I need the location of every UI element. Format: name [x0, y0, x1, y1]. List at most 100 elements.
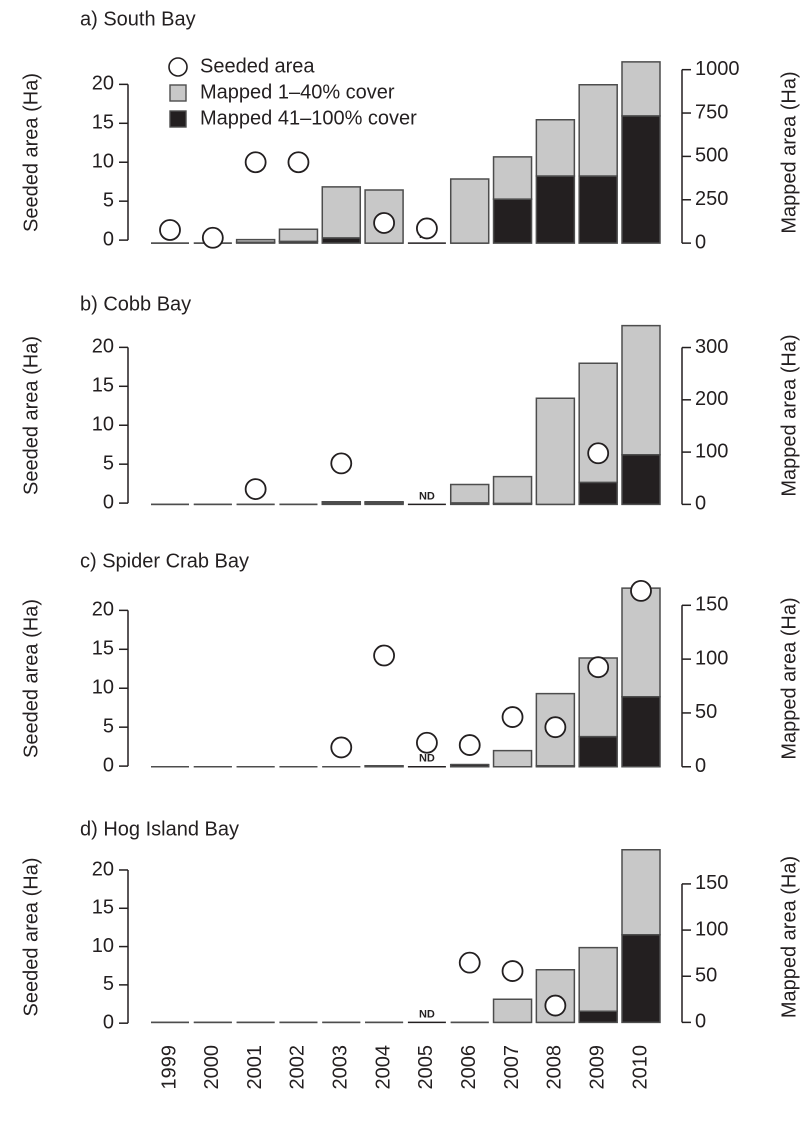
panel-title: a) South Bay [80, 8, 196, 30]
x-tick-label: 1999 [158, 1045, 180, 1090]
y2-tick-label: 500 [695, 145, 728, 167]
legend-label: Mapped 41–100% cover [200, 107, 417, 129]
bar [578, 175, 618, 244]
y2-tick-label: 50 [695, 701, 717, 723]
annotation: ND [419, 753, 435, 765]
bar [621, 933, 661, 1024]
bar [449, 178, 490, 244]
x-tick-label: 2004 [372, 1045, 394, 1090]
y2-axis-label: Mapped area (Ha) [778, 856, 800, 1018]
legend-label: Mapped 1–40% cover [200, 81, 395, 103]
y-tick-label: 0 [103, 1011, 114, 1033]
seeded-point [544, 716, 567, 739]
panel-title: d) Hog Island Bay [80, 818, 239, 840]
y-axis-label: Seeded area (Ha) [20, 336, 42, 495]
y2-tick-label: 0 [695, 1011, 706, 1033]
y-tick-label: 10 [92, 151, 114, 173]
bar [321, 186, 362, 239]
x-tick-label: 2007 [501, 1045, 523, 1090]
seeded-point [287, 151, 310, 174]
bar [364, 501, 404, 504]
seeded-point [373, 212, 395, 234]
seeded-point [416, 731, 438, 754]
x-tick-label: 2002 [287, 1045, 309, 1090]
seeded-point [458, 951, 481, 974]
legend-marker [169, 110, 187, 128]
y-tick-label: 15 [92, 638, 114, 660]
y-tick-label: 20 [92, 599, 114, 621]
seeded-point [244, 151, 267, 174]
y-axis-label: Seeded area (Ha) [20, 599, 42, 758]
x-tick-label: 2005 [415, 1045, 437, 1090]
bar [578, 481, 618, 506]
annotation: ND [419, 490, 435, 502]
seeded-point [159, 219, 181, 241]
bar [578, 362, 618, 484]
y2-tick-label: 0 [695, 231, 706, 253]
y2-axis-label: Mapped area (Ha) [778, 71, 800, 233]
bar [621, 324, 661, 456]
seeded-point [630, 579, 652, 602]
bar [492, 198, 533, 244]
bar [578, 735, 618, 768]
y-axis-label: Seeded area (Ha) [20, 858, 42, 1017]
x-tick-label: 2003 [330, 1045, 352, 1090]
seeded-point [587, 442, 610, 465]
seeded-point [501, 960, 524, 982]
y2-tick-label: 200 [695, 388, 728, 410]
x-tick-label: 2008 [544, 1045, 566, 1090]
y2-tick-label: 250 [695, 188, 728, 210]
x-tick-label: 2010 [629, 1045, 651, 1090]
y2-tick-label: 0 [695, 755, 706, 777]
y2-tick-label: 1000 [695, 58, 740, 80]
bar [578, 84, 618, 177]
bar [278, 228, 319, 243]
bar [621, 115, 661, 244]
legend-marker [169, 84, 187, 102]
bar [578, 1010, 618, 1024]
bar [449, 483, 490, 504]
x-tick-label: 2001 [244, 1045, 266, 1090]
y-tick-label: 5 [103, 715, 114, 737]
y-tick-label: 0 [103, 754, 114, 776]
bar [321, 501, 362, 504]
panel-title: c) Spider Crab Bay [80, 550, 249, 572]
annotation: ND [419, 1008, 435, 1020]
y-tick-label: 15 [92, 112, 114, 134]
bar [578, 657, 618, 738]
y2-axis-label: Mapped area (Ha) [778, 334, 800, 496]
y-tick-label: 20 [92, 73, 114, 95]
y-tick-label: 10 [92, 677, 114, 699]
seeded-point [330, 452, 353, 475]
seeded-point [201, 226, 224, 249]
bar [535, 175, 576, 244]
panel-title: b) Cobb Bay [80, 293, 191, 315]
y-tick-label: 15 [92, 897, 114, 919]
seeded-point [587, 656, 610, 679]
y2-tick-label: 750 [695, 101, 728, 123]
seeded-point [330, 736, 353, 759]
y2-tick-label: 50 [695, 965, 717, 987]
y2-tick-label: 100 [695, 918, 728, 940]
bar [492, 156, 533, 200]
y2-tick-label: 150 [695, 872, 728, 894]
bar [621, 61, 661, 117]
bar [492, 475, 533, 505]
y2-tick-label: 100 [695, 440, 728, 462]
bar [621, 696, 661, 768]
seeded-point [458, 734, 481, 756]
bar [492, 998, 533, 1024]
y2-tick-label: 300 [695, 336, 728, 358]
x-tick-label: 2000 [201, 1045, 223, 1090]
bar [492, 749, 533, 768]
y-tick-label: 5 [103, 973, 114, 995]
bar [364, 764, 404, 768]
y2-tick-label: 0 [695, 493, 706, 515]
legend-label: Seeded area [200, 55, 315, 77]
bar [621, 587, 661, 698]
y-tick-label: 5 [103, 189, 114, 211]
y-axis-label: Seeded area (Ha) [20, 73, 42, 232]
y2-tick-label: 150 [695, 594, 728, 616]
seeded-point [501, 706, 524, 728]
bar [535, 397, 576, 506]
